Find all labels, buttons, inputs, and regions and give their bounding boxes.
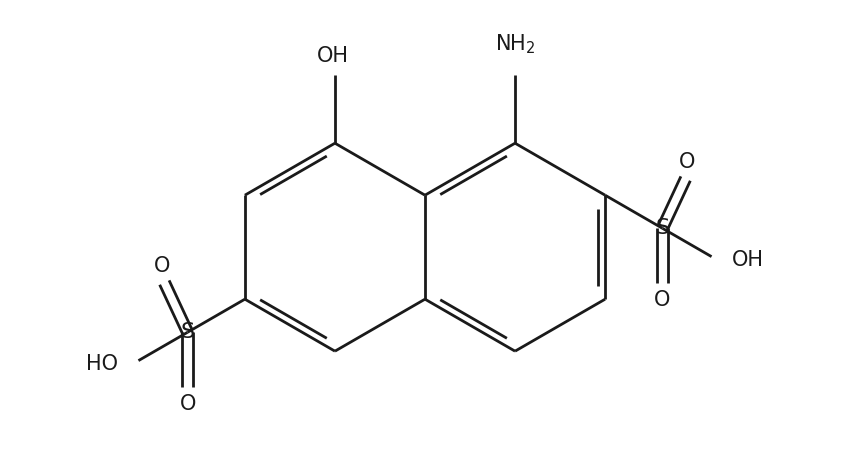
Text: O: O <box>155 255 171 275</box>
Text: S: S <box>180 322 195 342</box>
Text: OH: OH <box>317 46 349 66</box>
Text: NH$_2$: NH$_2$ <box>495 33 536 56</box>
Text: OH: OH <box>733 250 764 270</box>
Text: O: O <box>679 151 695 171</box>
Text: O: O <box>179 394 196 414</box>
Text: HO: HO <box>86 355 117 374</box>
Text: S: S <box>655 218 670 238</box>
Text: O: O <box>654 290 671 310</box>
